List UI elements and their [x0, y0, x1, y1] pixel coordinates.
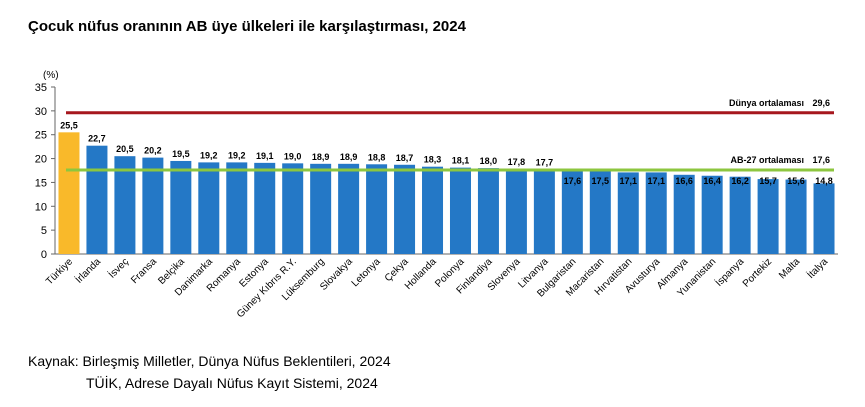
bar: [86, 145, 108, 254]
bar: [673, 174, 695, 254]
bar: [533, 169, 555, 254]
x-tick-label: Malta: [777, 256, 802, 281]
x-tick-label: İtalya: [804, 255, 830, 281]
reference-line-value: 29,6: [812, 98, 830, 108]
source-note: Kaynak: Birleşmiş Milletler, Dünya Nüfus…: [28, 350, 391, 394]
bar-value-label: 17,1: [620, 176, 638, 186]
y-tick-label: 10: [35, 201, 47, 213]
bar: [505, 169, 527, 254]
bar-value-label: 16,6: [675, 176, 693, 186]
bar: [282, 163, 304, 254]
y-tick-label: 0: [41, 249, 47, 261]
y-tick-label: 5: [41, 225, 47, 237]
x-tick-label: Türkiye: [44, 256, 75, 287]
bar: [422, 166, 444, 254]
bar-value-label: 18,1: [452, 156, 470, 166]
bar: [114, 156, 136, 254]
bar-value-label: 18,9: [312, 152, 330, 162]
y-axis: (%) 0 5 10 15 20 25 30 35: [35, 70, 838, 261]
bar-value-label: 25,5: [60, 120, 78, 130]
bar-value-label: 17,7: [536, 158, 554, 168]
bar: [366, 164, 388, 254]
bar: [729, 176, 751, 254]
bar: [254, 162, 276, 254]
x-tick-label: İrlanda: [72, 255, 103, 286]
bar: [589, 170, 611, 254]
bar: [226, 162, 248, 254]
bar-value-label: 19,0: [284, 151, 302, 161]
bar-value-label: 17,6: [564, 176, 582, 186]
bar: [170, 160, 192, 254]
x-tick-label: Letonya: [350, 256, 383, 289]
bar: [561, 170, 583, 254]
chart-title: Çocuk nüfus oranının AB üye ülkeleri ile…: [28, 18, 466, 35]
bar: [785, 179, 807, 254]
bar: [617, 172, 639, 254]
bar-value-label: 19,5: [172, 149, 190, 159]
reference-line-label: Dünya ortalaması: [729, 98, 804, 108]
y-tick-label: 35: [35, 82, 47, 94]
reference-lines: Dünya ortalaması 29,6 AB-27 ortalaması 17,6: [66, 98, 834, 172]
x-tick-label: Portekiz: [741, 256, 774, 289]
bar-value-label: 18,3: [424, 155, 442, 165]
bar-value-label: 18,9: [340, 152, 358, 162]
value-labels: 25,5 22,7 20,5 20,2 19,5 19,2 19,2 19,1 19,0 18,9…: [60, 120, 833, 186]
bar-value-label: 17,1: [647, 176, 665, 186]
bar-value-label: 17,5: [592, 176, 610, 186]
x-tick-label: Fransa: [129, 256, 159, 286]
bar-value-label: 18,7: [396, 153, 414, 163]
bar: [813, 183, 835, 254]
y-tick-label: 15: [35, 177, 47, 189]
bar: [394, 164, 416, 254]
y-tick-label: 30: [35, 106, 47, 118]
bar-value-label: 19,2: [228, 150, 246, 160]
x-tick-label: Hollanda: [403, 256, 439, 292]
bar-value-label: 17,8: [508, 157, 526, 167]
bar-value-label: 14,8: [815, 176, 833, 186]
bar: [198, 162, 220, 254]
bar: [310, 163, 332, 254]
bar-value-label: 15,6: [787, 176, 805, 186]
bar-value-label: 19,1: [256, 151, 274, 161]
bar: [338, 163, 360, 254]
reference-line-label: AB-27 ortalaması: [730, 155, 804, 165]
bar: [477, 168, 499, 254]
bar-value-label: 15,7: [759, 176, 777, 186]
bars: [58, 132, 835, 254]
bar-value-label: 18,0: [480, 156, 498, 166]
y-tick-label: 20: [35, 154, 47, 166]
bar: [757, 179, 779, 254]
y-axis-unit-label: (%): [43, 70, 59, 81]
source-line-1: Kaynak: Birleşmiş Milletler, Dünya Nüfus…: [28, 353, 391, 369]
bar: [142, 157, 164, 254]
bar: [701, 175, 723, 254]
bar-chart: (%) 0 5 10 15 20 25 30 35 Dünya ortalaması 29,6 AB…: [35, 70, 838, 321]
bar-value-label: 20,2: [144, 146, 162, 156]
bar: [58, 132, 80, 254]
y-tick-label: 25: [35, 130, 47, 142]
reference-line-value: 17,6: [812, 155, 830, 165]
bar-value-label: 19,2: [200, 150, 218, 160]
bar-value-label: 16,2: [731, 176, 749, 186]
bar: [645, 172, 667, 254]
bar-value-label: 18,8: [368, 152, 386, 162]
bar-value-label: 20,5: [116, 144, 134, 154]
bar-value-label: 22,7: [88, 134, 106, 144]
x-tick-label: İsveç: [105, 255, 131, 281]
bar: [449, 167, 471, 254]
source-line-2: TÜİK, Adrese Dayalı Nüfus Kayıt Sistemi,…: [86, 375, 378, 391]
bar-value-label: 16,4: [703, 176, 721, 186]
